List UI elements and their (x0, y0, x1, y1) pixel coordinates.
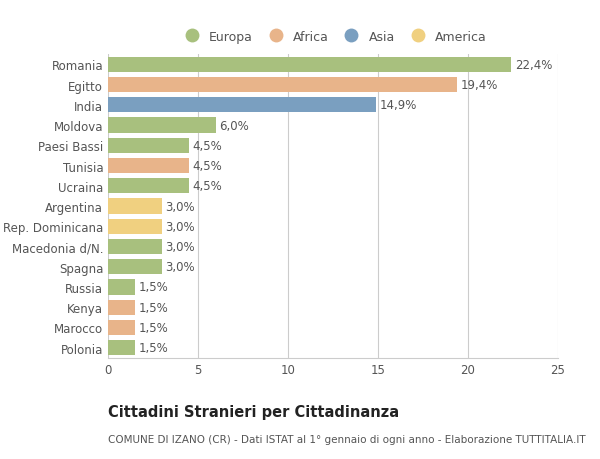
Text: 22,4%: 22,4% (515, 59, 552, 72)
Bar (108, 199, 162, 214)
Bar (108, 179, 189, 194)
Text: 19,4%: 19,4% (461, 79, 498, 92)
Bar (108, 118, 216, 133)
Bar (108, 57, 511, 73)
Bar (108, 341, 135, 355)
Bar (108, 300, 135, 315)
Bar (108, 320, 135, 335)
Text: Cittadini Stranieri per Cittadinanza: Cittadini Stranieri per Cittadinanza (108, 404, 399, 419)
Bar (108, 239, 162, 254)
Text: 1,5%: 1,5% (139, 281, 169, 294)
Legend: Europa, Africa, Asia, America: Europa, Africa, Asia, America (176, 28, 490, 46)
Text: 4,5%: 4,5% (193, 160, 223, 173)
Bar (108, 139, 189, 153)
Text: 4,5%: 4,5% (193, 180, 223, 193)
Text: 4,5%: 4,5% (193, 140, 223, 152)
Text: 1,5%: 1,5% (139, 341, 169, 354)
Text: 6,0%: 6,0% (220, 119, 250, 132)
Bar (108, 158, 189, 174)
Bar (108, 98, 376, 113)
Bar (108, 259, 162, 274)
Bar (108, 219, 162, 234)
Text: 3,0%: 3,0% (166, 261, 195, 274)
Text: 1,5%: 1,5% (139, 321, 169, 334)
Text: 1,5%: 1,5% (139, 301, 169, 314)
Text: 3,0%: 3,0% (166, 241, 195, 253)
Text: 3,0%: 3,0% (166, 220, 195, 233)
Text: 14,9%: 14,9% (380, 99, 417, 112)
Text: 3,0%: 3,0% (166, 200, 195, 213)
Text: COMUNE DI IZANO (CR) - Dati ISTAT al 1° gennaio di ogni anno - Elaborazione TUTT: COMUNE DI IZANO (CR) - Dati ISTAT al 1° … (108, 434, 586, 444)
Bar (108, 280, 135, 295)
Bar (108, 78, 457, 93)
